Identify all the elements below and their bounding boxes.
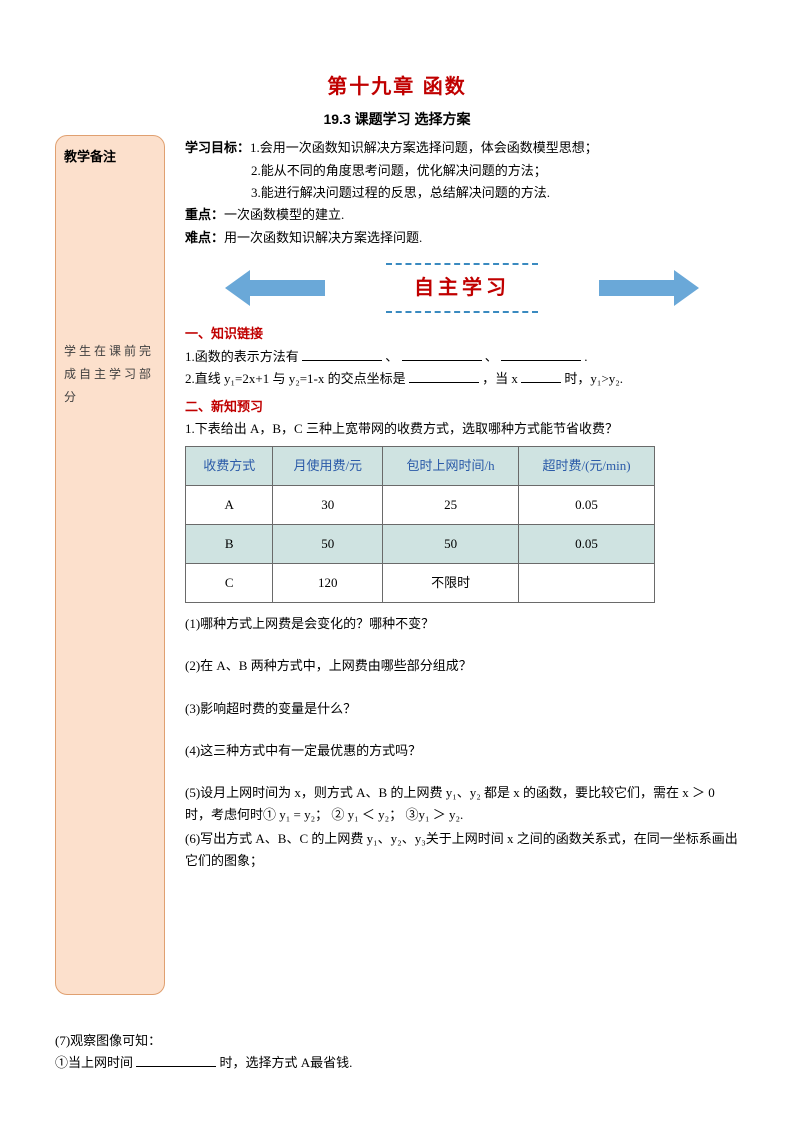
th-2: 包时上网时间/h [383, 446, 519, 485]
question-2: (2)在 A、B 两种方式中，上网费由哪些部分组成？ [185, 655, 739, 677]
blank-4[interactable] [409, 370, 479, 383]
banner-text: 自主学习 [386, 263, 538, 313]
table-row: A 30 25 0.05 [186, 486, 655, 525]
kq1-c: 、 [485, 349, 498, 364]
section2-intro: 1.下表给出 A，B，C 三种上宽带网的收费方式，选取哪种方式能节省收费？ [185, 418, 739, 440]
kq1-d: . [584, 349, 587, 364]
q7-l2a: ①当上网时间 [55, 1055, 133, 1070]
blank-5[interactable] [521, 370, 561, 383]
q7-line2: ①当上网时间 时，选择方式 A最省钱. [55, 1052, 352, 1074]
bottom-text: (7)观察图像可知： ①当上网时间 时，选择方式 A最省钱. [55, 1030, 352, 1074]
q7-l2b: 时，选择方式 A最省钱. [220, 1055, 353, 1070]
table-header-row: 收费方式 月使用费/元 包时上网时间/h 超时费/(元/min) [186, 446, 655, 485]
cell: 50 [383, 525, 519, 564]
section-title: 19.3 课题学习 选择方案 [55, 109, 739, 129]
question-list: (1)哪种方式上网费是会变化的？哪种不变？ (2)在 A、B 两种方式中，上网费… [185, 613, 739, 872]
kq2-c: 时，y₁>y₂. [564, 371, 623, 386]
section2-heading: 二、新知预习 [185, 396, 739, 418]
banner-left-arrow-icon [225, 268, 325, 308]
kq2-a: 2.直线 y₁=2x+1 与 y₂=1-x 的交点坐标是 [185, 371, 406, 386]
fee-table: 收费方式 月使用费/元 包时上网时间/h 超时费/(元/min) A 30 25… [185, 446, 655, 603]
th-1: 月使用费/元 [273, 446, 383, 485]
question-1: (1)哪种方式上网费是会变化的？哪种不变？ [185, 613, 739, 635]
question-5: (5)设月上网时间为 x，则方式 A、B 的上网费 y₁、y₂ 都是 x 的函数… [185, 782, 739, 826]
blank-1[interactable] [302, 348, 382, 361]
key-label: 重点： [185, 204, 224, 226]
section1-heading: 一、知识链接 [185, 323, 739, 345]
kq1-a: 1.函数的表示方法有 [185, 349, 299, 364]
goal-2: 2.能从不同的角度思考问题，优化解决问题的方法； [185, 160, 739, 182]
difficult-label: 难点： [185, 227, 224, 249]
cell [519, 564, 655, 603]
blank-3[interactable] [501, 348, 581, 361]
cell: 25 [383, 486, 519, 525]
question-4: (4)这三种方式中有一定最优惠的方式吗？ [185, 740, 739, 762]
difficult-text: 用一次函数知识解决方案选择问题. [224, 227, 422, 249]
cell: 不限时 [383, 564, 519, 603]
cell: A [186, 486, 273, 525]
goal-label: 学习目标： [185, 137, 250, 159]
cell: 120 [273, 564, 383, 603]
knowledge-q2: 2.直线 y₁=2x+1 与 y₂=1-x 的交点坐标是 ，当 x 时，y₁>y… [185, 368, 739, 390]
banner-container: 自主学习 [185, 263, 739, 313]
th-3: 超时费/(元/min) [519, 446, 655, 485]
cell: 0.05 [519, 525, 655, 564]
kq1-b: 、 [385, 349, 398, 364]
sidebar-note-panel: 教学备注 学生在课前完成自主学习部分 [55, 135, 165, 995]
knowledge-q1: 1.函数的表示方法有 、 、 . [185, 346, 739, 368]
cell: 50 [273, 525, 383, 564]
cell: C [186, 564, 273, 603]
main-content: 学习目标： 1.会用一次函数知识解决方案选择问题，体会函数模型思想； 2.能从不… [185, 137, 739, 872]
key-text: 一次函数模型的建立. [224, 204, 344, 226]
cell: 30 [273, 486, 383, 525]
goal-3: 3.能进行解决问题过程的反思，总结解决问题的方法. [185, 182, 739, 204]
goal-1: 1.会用一次函数知识解决方案选择问题，体会函数模型思想； [250, 137, 598, 159]
banner-right-arrow-icon [599, 268, 699, 308]
q7-line1: (7)观察图像可知： [55, 1030, 352, 1052]
table-row: B 50 50 0.05 [186, 525, 655, 564]
table-row: C 120 不限时 [186, 564, 655, 603]
kq2-b: ，当 x [482, 371, 518, 386]
blank-6[interactable] [136, 1054, 216, 1067]
th-0: 收费方式 [186, 446, 273, 485]
sidebar-note: 学生在课前完成自主学习部分 [64, 340, 156, 408]
cell: 0.05 [519, 486, 655, 525]
chapter-title: 第十九章 函数 [55, 70, 739, 99]
question-6: (6)写出方式 A、B、C 的上网费 y₁、y₂、y₃关于上网时间 x 之间的函… [185, 828, 739, 872]
sidebar-title: 教学备注 [64, 146, 156, 165]
cell: B [186, 525, 273, 564]
blank-2[interactable] [402, 348, 482, 361]
question-3: (3)影响超时费的变量是什么？ [185, 698, 739, 720]
